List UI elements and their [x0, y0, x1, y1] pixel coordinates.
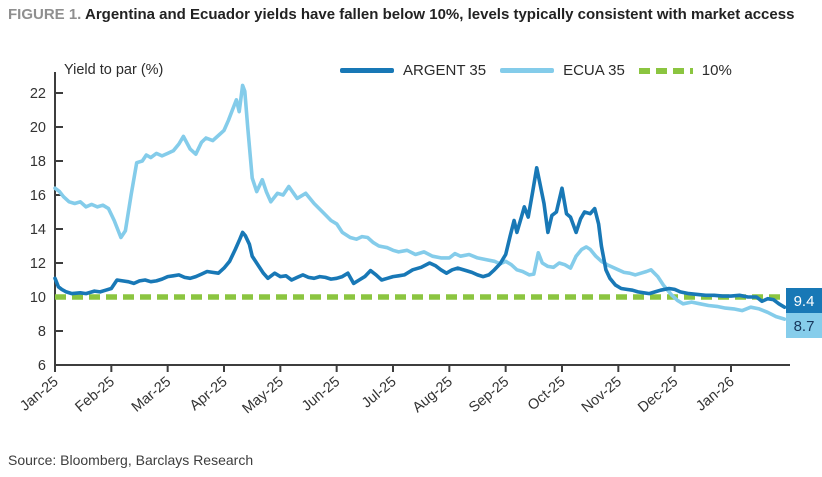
y-tick-label: 18	[30, 154, 46, 170]
y-axis-title: Yield to par (%)	[64, 62, 164, 78]
figure-title: FIGURE 1. Argentina and Ecuador yields h…	[8, 4, 798, 25]
ecua-35-line	[53, 83, 787, 321]
x-tick-label: Jan-26	[693, 374, 737, 415]
source-note: Source: Bloomberg, Barclays Research	[8, 452, 254, 468]
legend-item-argent-35: ARGENT 35	[340, 62, 486, 79]
argent-end-label-box	[786, 288, 822, 313]
x-tick-label: May-25	[240, 374, 287, 417]
ecua-end-label: 8.7	[794, 318, 815, 335]
argent-end-label: 9.4	[794, 293, 815, 310]
legend-label-ecua-35: ECUA 35	[563, 62, 625, 79]
x-tick-label: Feb-25	[72, 374, 117, 416]
figure-title-text: Argentina and Ecuador yields have fallen…	[84, 6, 795, 23]
ecua-35-swatch	[500, 68, 555, 73]
x-tick-label: Mar-25	[129, 374, 174, 416]
ecua-end-label-box	[786, 313, 822, 338]
argent-35-swatch	[340, 68, 394, 73]
x-tick-label: Aug-25	[410, 374, 456, 416]
x-tick-label: Oct-25	[525, 374, 569, 414]
argent-35-line	[53, 166, 787, 309]
x-tick-label: Jul-25	[359, 374, 400, 412]
y-tick-label: 20	[30, 120, 46, 136]
x-tick-label: Jun-25	[299, 374, 343, 415]
y-tick-label: 8	[38, 324, 46, 340]
legend-item-10pct: 10%	[638, 62, 732, 79]
y-tick-label: 14	[30, 222, 46, 238]
legend-label-argent-35: ARGENT 35	[403, 62, 487, 79]
x-tick-label: Sep-25	[466, 374, 512, 416]
y-tick-label: 10	[30, 290, 46, 306]
y-tick-label: 22	[30, 86, 46, 102]
ten-percent-swatch	[638, 67, 693, 74]
figure-label: FIGURE 1.	[8, 6, 82, 23]
y-tick-label: 16	[30, 188, 46, 204]
x-tick-label: Apr-25	[187, 374, 231, 414]
x-tick-label: Dec-25	[635, 374, 681, 416]
legend-label-10pct: 10%	[701, 62, 732, 79]
x-tick-label: Nov-25	[579, 374, 625, 416]
chart-legend: ARGENT 35 ECUA 35 10%	[340, 62, 732, 79]
y-tick-label: 12	[30, 256, 46, 272]
y-tick-label: 6	[38, 358, 46, 374]
x-tick-label: Jan-25	[17, 374, 61, 415]
legend-item-ecua-35: ECUA 35	[500, 62, 625, 79]
